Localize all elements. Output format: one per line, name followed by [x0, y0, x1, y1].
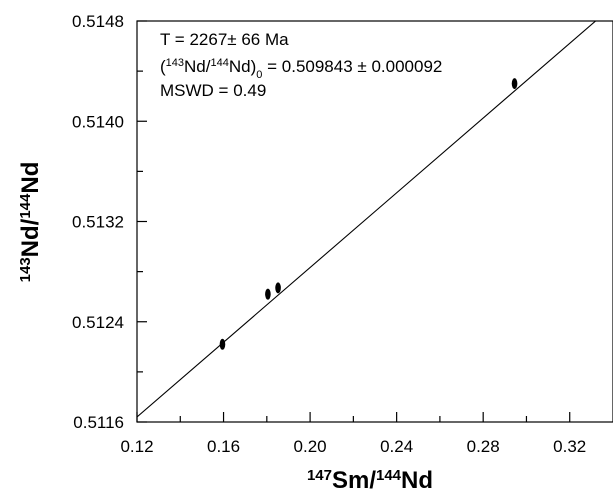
y-tick-label: 0.5124: [72, 313, 124, 332]
data-points: [219, 78, 518, 350]
y-tick-label: 0.5140: [72, 112, 124, 131]
age-annotation: T = 2267± 66 Ma: [160, 30, 289, 49]
y-tick-label: 0.5116: [73, 413, 124, 432]
x-tick-label: 0.20: [294, 437, 327, 456]
x-tick-label: 0.12: [120, 437, 153, 456]
y-tick-label: 0.5148: [72, 12, 124, 31]
x-tick-label: 0.28: [467, 437, 500, 456]
x-axis-ticks: [136, 412, 571, 422]
data-point: [511, 78, 518, 90]
x-tick-label: 0.24: [380, 437, 413, 456]
x-tick-label: 0.32: [553, 437, 586, 456]
initial-ratio-annotation: (143Nd/144Nd)0 = 0.509843 ± 0.000092: [160, 57, 442, 81]
x-tick-label: 0.16: [207, 437, 240, 456]
x-axis-title: 147Sm/144Nd: [307, 467, 433, 495]
x-axis-tick-labels: 0.12 0.16 0.20 0.24 0.28 0.32: [120, 437, 586, 456]
y-axis-title: 143Nd/144Nd: [17, 162, 45, 283]
data-point: [275, 282, 281, 294]
y-axis-tick-labels: 0.5116 0.5124 0.5132 0.5140 0.5148: [72, 12, 124, 432]
mswd-annotation: MSWD = 0.49: [160, 81, 266, 100]
y-tick-label: 0.5132: [72, 213, 124, 232]
data-point: [265, 288, 271, 300]
data-point: [219, 338, 226, 350]
y-axis-ticks: [137, 20, 147, 423]
isochron-line: [137, 21, 597, 418]
